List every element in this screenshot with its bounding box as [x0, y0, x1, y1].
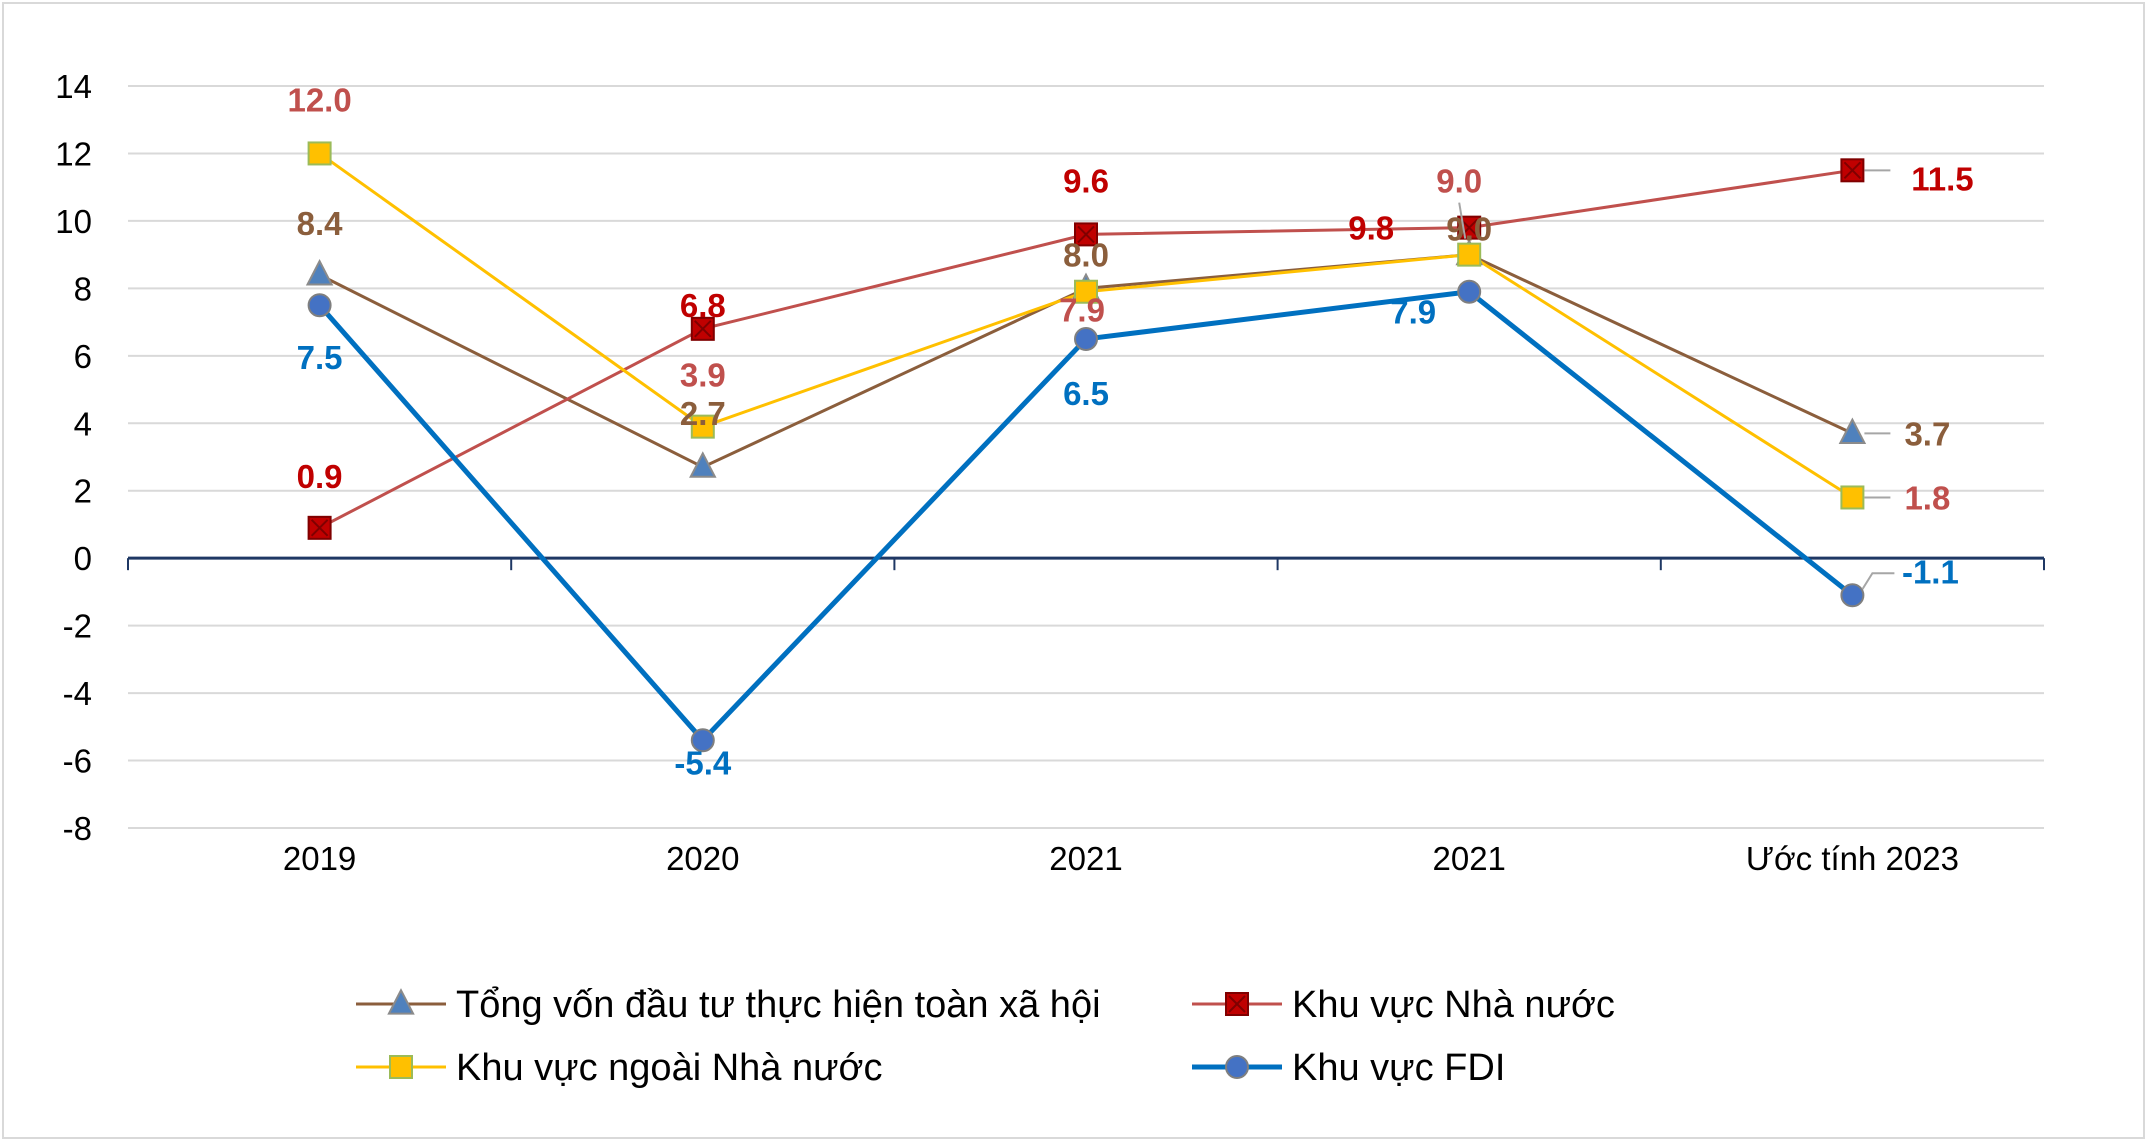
x-tick-label: 2021 — [1049, 840, 1122, 877]
data-point-marker — [689, 451, 717, 478]
legend-item: Khu vực ngoài Nhà nước — [356, 1047, 882, 1089]
x-tick-label: 2019 — [283, 840, 356, 877]
axes — [127, 556, 2045, 571]
data-label: 0.9 — [297, 458, 343, 495]
data-point-marker — [1074, 222, 1098, 247]
y-tick-label: 4 — [74, 405, 92, 442]
data-label: 9.6 — [1063, 162, 1109, 199]
y-tick-label: -4 — [63, 675, 92, 712]
y-tick-label: 12 — [55, 135, 92, 172]
data-label: 9.0 — [1436, 163, 1482, 200]
x-tick-label: Ước tính 2023 — [1746, 840, 1959, 877]
data-point-marker — [690, 316, 715, 341]
y-tick-label: 10 — [55, 203, 92, 240]
series-line — [317, 289, 1854, 745]
data-label: 6.5 — [1063, 375, 1109, 412]
y-tick-label: 14 — [55, 68, 92, 105]
y-axis-ticks: 14 12 10 8 6 4 2 0 -2 -4 -6 -8 — [55, 68, 92, 847]
y-tick-label: 6 — [74, 338, 92, 375]
data-point-marker — [690, 414, 715, 439]
data-label: 8.0 — [1063, 236, 1109, 273]
data-label: 7.9 — [1390, 294, 1436, 331]
y-tick-label: -2 — [63, 608, 92, 645]
data-label: 9.0 — [1446, 211, 1492, 248]
data-point-marker — [1457, 242, 1482, 267]
data-point-marker — [1074, 279, 1098, 304]
data-labels: 8.4 2.7 8.0 9.0 3.7 0.9 6.8 9.6 9.8 11.5 12.0 3.9 7.… — [287, 81, 1973, 781]
legend-swatch-marker — [389, 1055, 413, 1079]
leader-line — [1861, 572, 1895, 590]
y-tick-label: -8 — [63, 810, 92, 847]
data-label: 2.7 — [680, 395, 726, 432]
data-point-marker — [1840, 158, 1865, 183]
data-point-marker — [1074, 326, 1098, 351]
data-point-marker — [690, 728, 715, 753]
data-point-marker — [1840, 485, 1865, 510]
data-point-marker — [305, 258, 334, 286]
data-label: 7.9 — [1059, 292, 1105, 329]
legend-item: Khu vực Nhà nước — [1192, 984, 1615, 1026]
data-point-marker — [1840, 583, 1865, 608]
marker-cross — [1228, 995, 1246, 1013]
data-label: 8.4 — [297, 205, 344, 242]
legend-label: Khu vực FDI — [1292, 1047, 1505, 1089]
y-tick-label: 2 — [74, 473, 92, 510]
data-point-marker — [307, 515, 332, 540]
data-label: 1.8 — [1904, 479, 1950, 516]
y-tick-label: 8 — [74, 270, 92, 307]
data-label: 7.5 — [297, 339, 343, 376]
legend-swatch-marker — [1225, 1055, 1249, 1079]
data-label: 9.8 — [1348, 210, 1394, 247]
data-label: 6.8 — [680, 287, 726, 324]
data-label: 12.0 — [287, 81, 351, 118]
x-tick-label: 2020 — [666, 840, 739, 877]
data-point-marker — [1457, 279, 1482, 304]
data-point-marker — [307, 141, 332, 166]
data-label: -5.4 — [674, 744, 732, 781]
legend-label: Tổng vốn đầu tư thực hiện toàn xã hội — [456, 984, 1101, 1026]
data-label: -1.1 — [1902, 553, 1959, 590]
leader-line — [1458, 202, 1467, 239]
marker-cross — [310, 519, 329, 537]
series-lines — [305, 141, 1867, 753]
data-point-marker — [1838, 417, 1867, 445]
y-tick-label: 0 — [74, 540, 92, 577]
data-label: 3.9 — [680, 357, 726, 394]
legend-label: Khu vực Nhà nước — [1292, 984, 1615, 1026]
data-point-marker — [307, 293, 332, 318]
legend-label: Khu vực ngoài Nhà nước — [456, 1047, 882, 1089]
x-tick-label: 2021 — [1432, 840, 1505, 877]
legend-swatch-marker — [387, 988, 415, 1015]
line-chart: 14 12 10 8 6 4 2 0 -2 -4 -6 -8 2019 2020 2021 2021 Ước … — [55, 68, 2045, 1089]
legend-item: Tổng vốn đầu tư thực hiện toàn xã hội — [356, 984, 1101, 1026]
marker-cross — [694, 320, 712, 338]
y-tick-label: -6 — [63, 743, 92, 780]
legend-item: Khu vực FDI — [1192, 1047, 1505, 1089]
gridlines — [128, 85, 2044, 829]
marker-cross — [1843, 161, 1862, 180]
data-label: 11.5 — [1911, 160, 1973, 197]
marker-cross — [1077, 225, 1095, 244]
data-label: 3.7 — [1904, 415, 1950, 452]
x-axis-ticks: 2019 2020 2021 2021 Ước tính 2023 — [283, 840, 1959, 877]
legend-swatch-marker — [1225, 992, 1249, 1016]
legend: Tổng vốn đầu tư thực hiện toàn xã hội Khu… — [356, 984, 1615, 1089]
